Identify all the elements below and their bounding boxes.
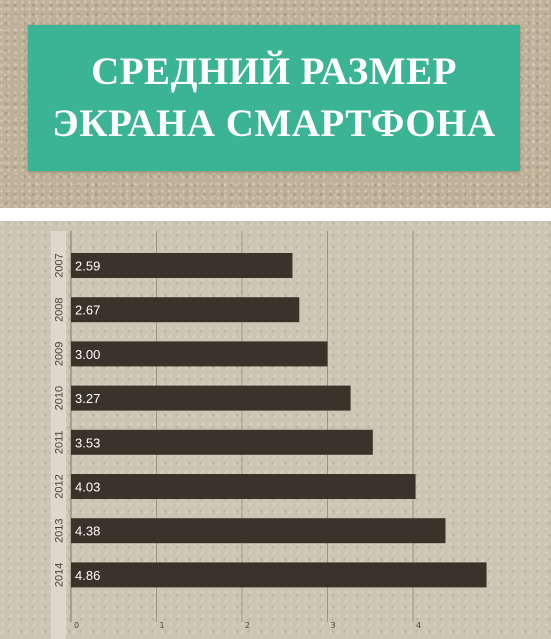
bar [71,474,416,499]
bar [71,385,351,411]
bar-value-label: 4.03 [75,480,100,495]
year-label: 2009 [54,342,66,366]
year-axis-strip [51,231,66,639]
bar-value-label: 2.59 [75,259,100,274]
bar-value-label: 4.86 [75,568,100,583]
x-tick-label: 4 [416,621,421,630]
year-label: 2008 [54,297,66,321]
bar [71,562,487,588]
bar-value-label: 3.00 [75,347,100,362]
year-label: 2013 [54,518,66,542]
bar [71,341,328,367]
title-line-1: СРЕДНИЙ РАЗМЕР [91,50,457,93]
title-box: СРЕДНИЙ РАЗМЕР ЭКРАНА СМАРТФОНА [28,25,520,171]
bar [71,429,373,455]
year-label: 2014 [54,563,66,587]
title-line-2: ЭКРАНА СМАРТФОНА [52,102,496,145]
divider-strip [0,208,551,221]
bar-value-label: 3.27 [75,391,100,406]
bar-value-label: 4.38 [75,524,100,539]
bar [71,518,446,544]
bar [71,253,293,278]
year-label: 2010 [54,386,66,410]
x-tick-label: 0 [74,621,79,630]
year-label: 2011 [54,430,66,454]
bar-value-label: 3.53 [75,435,100,450]
x-tick-label: 2 [245,621,250,630]
x-tick-label: 3 [331,621,336,630]
bar [71,297,300,323]
year-label: 2007 [54,253,66,277]
x-tick-label: 1 [160,621,165,630]
bar-value-label: 2.67 [75,303,100,318]
year-label: 2012 [54,474,66,498]
